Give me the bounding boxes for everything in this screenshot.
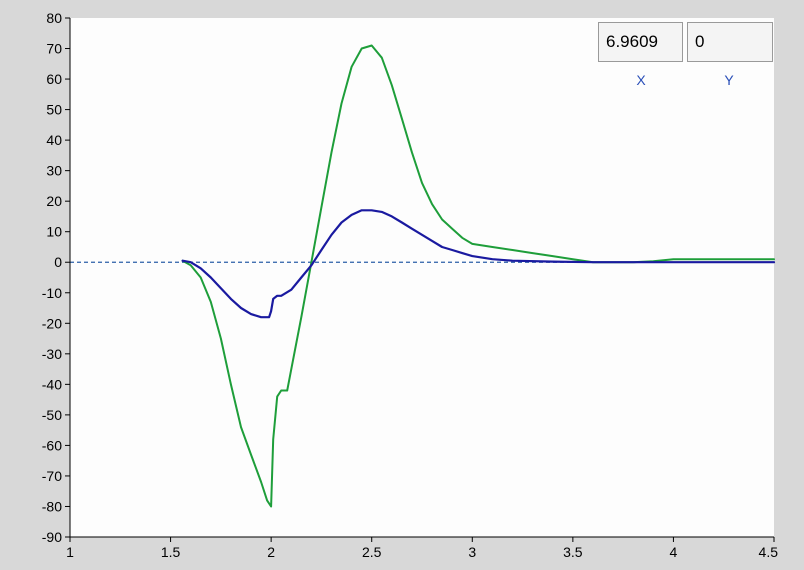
y-tick-label: -40 [42, 376, 62, 392]
x-tick-label: 1 [66, 544, 74, 560]
cursor-y-value-field[interactable]: 0 [687, 22, 773, 62]
series-layer [181, 44, 776, 508]
cursor-y-label: Y [724, 72, 734, 88]
x-tick-label: 3 [468, 544, 476, 560]
y-tick-label: -30 [42, 346, 62, 362]
x-tick-label: 1.5 [161, 544, 181, 560]
series-line-2 [181, 209, 776, 319]
y-tick-label: 60 [46, 71, 62, 87]
series-line-1 [181, 44, 775, 508]
y-tick-label: -60 [42, 437, 62, 453]
cursor-x-value-field[interactable]: 6.9609 [598, 22, 683, 62]
y-tick-label: 30 [46, 163, 62, 179]
y-tick-label: 0 [54, 254, 62, 270]
y-tick-label: 80 [46, 10, 62, 26]
x-tick-label: 4.5 [759, 544, 779, 560]
y-tick-label: -10 [42, 285, 62, 301]
y-tick-label: -70 [42, 468, 62, 484]
x-tick-label: 4 [670, 544, 678, 560]
plot-area [70, 18, 774, 537]
y-tick-label: -50 [42, 407, 62, 423]
x-tick-label: 3.5 [563, 544, 583, 560]
y-tick-label: -80 [42, 498, 62, 514]
x-axis: 1 1.5 2 2.5 3 3.5 4 4.5 [66, 537, 778, 560]
x-tick-label: 2.5 [362, 544, 382, 560]
y-tick-label: -90 [42, 529, 62, 545]
x-tick-label: 2 [267, 544, 275, 560]
cursor-x-label: X [636, 72, 646, 88]
y-axis: 80 70 60 50 40 30 20 10 0 -10 -20 -30 -40 -50 -60 -70 -8… [42, 10, 70, 545]
y-tick-label: -20 [42, 315, 62, 331]
y-tick-label: 40 [46, 132, 62, 148]
y-tick-label: 70 [46, 41, 62, 57]
y-tick-label: 10 [46, 224, 62, 240]
y-tick-label: 20 [46, 193, 62, 209]
y-tick-label: 50 [46, 102, 62, 118]
